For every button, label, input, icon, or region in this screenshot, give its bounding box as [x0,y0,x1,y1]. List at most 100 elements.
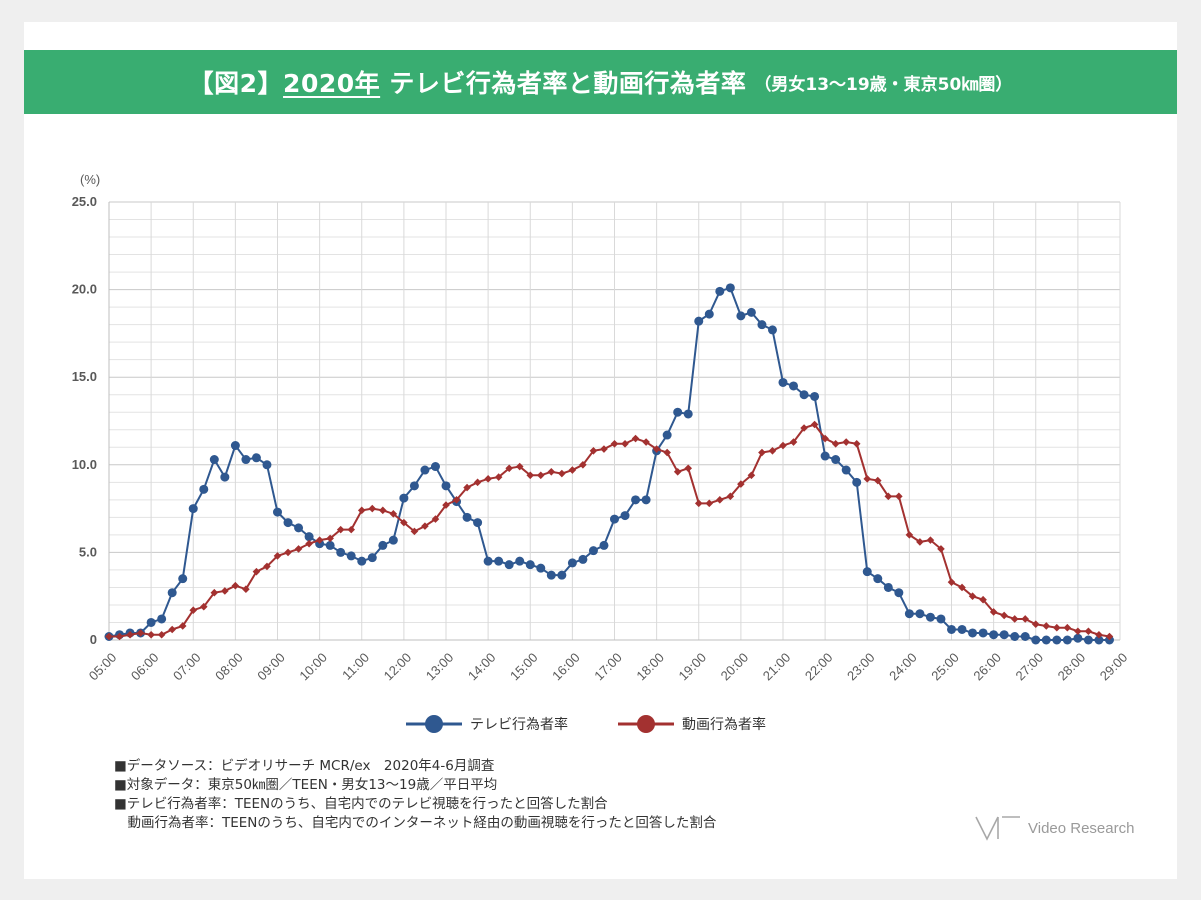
y-tick-label: 0 [90,632,97,647]
x-tick-label: 10:00 [296,650,330,684]
data-point [378,540,388,550]
data-point [936,614,946,624]
x-tick-label: 14:00 [465,650,499,684]
data-point [821,434,829,443]
data-point [631,495,641,505]
data-point [767,325,777,335]
data-point [431,515,440,523]
data-point [662,430,672,440]
data-point [1083,635,1093,645]
data-point [188,504,198,514]
data-point [768,446,777,455]
x-tick-label: 12:00 [381,650,415,684]
x-tick-label: 18:00 [633,650,667,684]
data-point [1000,611,1008,620]
y-tick-label: 10.0 [72,457,97,472]
note-line: ■テレビ行為者率：TEENのうち、自宅内でのテレビ視聴を行ったと回答した割合 [114,796,608,812]
data-point [610,514,619,524]
x-tick-label: 21:00 [760,650,794,684]
data-point [367,553,377,563]
data-point [915,609,925,619]
data-point [831,455,841,465]
data-point [441,481,451,491]
data-point [209,455,219,465]
data-point [546,570,556,580]
data-point [1073,633,1083,643]
data-point [400,518,408,527]
data-point [115,632,124,641]
data-point [810,391,820,401]
data-point [557,570,567,580]
data-point [1020,631,1030,641]
x-tick-label: 24:00 [886,650,920,684]
data-point [883,582,893,592]
x-tick-label: 19:00 [676,650,710,684]
data-point [242,585,250,593]
data-point [863,475,872,483]
data-point [746,307,756,317]
x-tick-label: 09:00 [254,650,288,684]
data-point [199,602,208,611]
data-point [389,510,398,518]
data-point [978,628,988,638]
data-point [504,560,514,570]
data-point [778,377,788,387]
data-point [294,523,304,533]
data-point [284,548,292,557]
data-point [694,499,703,508]
x-tick-label: 20:00 [718,650,752,684]
note-line: ■データソース：ビデオリサーチ MCR/ex 2020年4-6月調査 [114,758,495,774]
data-point [1074,627,1082,636]
data-point [347,525,356,534]
data-point [589,446,598,455]
data-point [747,471,756,480]
data-point [789,381,799,391]
data-point [683,409,693,419]
data-point [989,608,998,616]
data-point [167,588,177,598]
data-point [1063,623,1072,632]
y-tick-label: 20.0 [72,282,97,297]
data-point [841,465,851,475]
data-point [273,507,282,517]
data-point [947,624,956,634]
data-point [157,630,166,639]
data-point [1094,635,1104,645]
data-point [157,614,167,624]
data-point [758,448,766,457]
video-research-logo: Video Research [974,815,1134,841]
data-point [452,496,461,504]
data-point [220,472,230,482]
x-tick-label: 11:00 [339,650,372,683]
data-point [588,546,598,556]
data-point [968,592,977,600]
chart-subtitle: （男女13〜19歳・東京50㎞圏） [754,74,1013,95]
data-point [979,595,987,604]
y-tick-label: 25.0 [72,194,97,209]
data-point [325,540,335,550]
data-point [536,563,546,573]
data-point [1052,635,1062,645]
data-point [631,434,640,443]
data-point [905,531,914,539]
data-point [1031,620,1040,629]
data-point [210,588,219,597]
x-tick-label: 29:00 [1097,650,1131,684]
data-point [126,630,134,639]
legend-label: 動画行為者率 [682,716,766,733]
data-point [842,438,850,446]
data-point [715,286,725,296]
data-point [410,527,419,536]
data-point [705,499,714,508]
data-point [904,609,914,619]
data-point [1062,635,1072,645]
x-tick-label: 05:00 [86,650,120,684]
data-point [147,630,155,639]
x-tick-label: 23:00 [844,650,878,684]
data-point [536,471,545,480]
data-point [1041,635,1051,645]
data-point [462,512,472,522]
x-tick-label: 07:00 [170,650,204,684]
data-point [958,583,966,592]
data-point [463,483,471,492]
